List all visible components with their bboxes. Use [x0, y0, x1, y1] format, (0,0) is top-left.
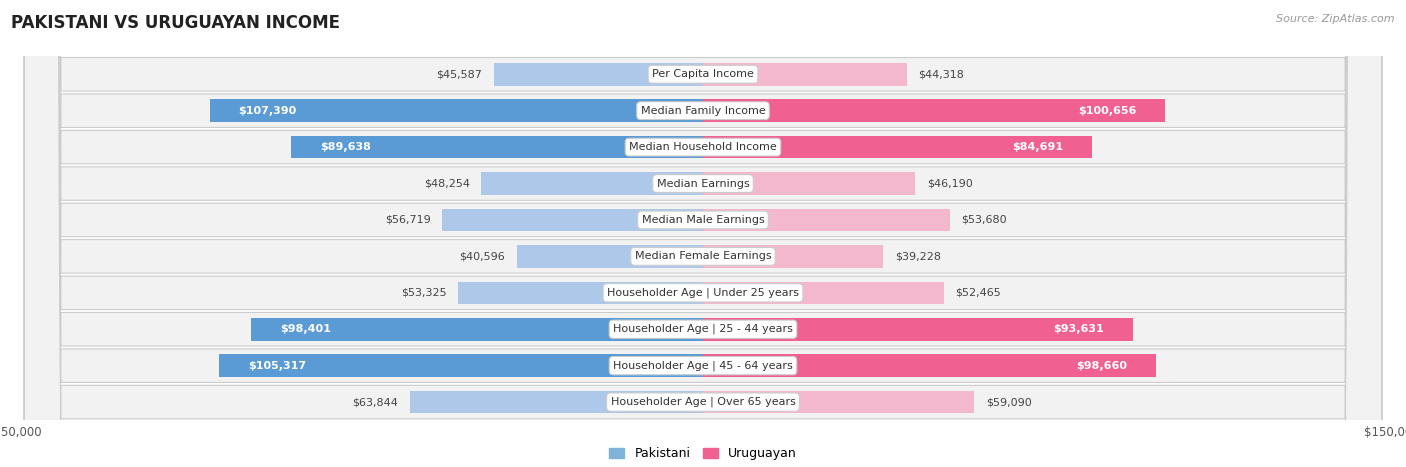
Text: Median Male Earnings: Median Male Earnings: [641, 215, 765, 225]
Bar: [516, 245, 703, 268]
Text: Median Earnings: Median Earnings: [657, 178, 749, 189]
Text: $98,401: $98,401: [280, 324, 330, 334]
Bar: [409, 391, 703, 413]
FancyBboxPatch shape: [24, 0, 1382, 467]
Text: $107,390: $107,390: [239, 106, 297, 116]
Bar: [481, 172, 703, 195]
Bar: [494, 63, 703, 85]
Text: $93,631: $93,631: [1053, 324, 1104, 334]
Text: Source: ZipAtlas.com: Source: ZipAtlas.com: [1277, 14, 1395, 24]
Bar: [219, 354, 703, 377]
Text: Householder Age | Under 25 years: Householder Age | Under 25 years: [607, 288, 799, 298]
Text: $105,317: $105,317: [247, 361, 307, 371]
Legend: Pakistani, Uruguayan: Pakistani, Uruguayan: [605, 442, 801, 465]
Text: Householder Age | Over 65 years: Householder Age | Over 65 years: [610, 397, 796, 407]
Text: Per Capita Income: Per Capita Income: [652, 69, 754, 79]
Text: Householder Age | 25 - 44 years: Householder Age | 25 - 44 years: [613, 324, 793, 334]
Text: $46,190: $46,190: [927, 178, 973, 189]
Text: $45,587: $45,587: [436, 69, 482, 79]
Text: $89,638: $89,638: [321, 142, 371, 152]
Text: $52,465: $52,465: [956, 288, 1001, 298]
Text: $39,228: $39,228: [894, 251, 941, 262]
Text: Median Female Earnings: Median Female Earnings: [634, 251, 772, 262]
FancyBboxPatch shape: [24, 0, 1382, 467]
Bar: [703, 136, 1092, 158]
Text: $100,656: $100,656: [1078, 106, 1136, 116]
Bar: [703, 172, 915, 195]
Text: Median Family Income: Median Family Income: [641, 106, 765, 116]
Bar: [209, 99, 703, 122]
Bar: [703, 354, 1156, 377]
Bar: [252, 318, 703, 340]
Text: $48,254: $48,254: [423, 178, 470, 189]
Text: $59,090: $59,090: [986, 397, 1032, 407]
Bar: [703, 245, 883, 268]
Bar: [443, 209, 703, 231]
Text: Median Household Income: Median Household Income: [628, 142, 778, 152]
Text: $40,596: $40,596: [460, 251, 505, 262]
Text: $84,691: $84,691: [1012, 142, 1063, 152]
FancyBboxPatch shape: [24, 0, 1382, 467]
Text: PAKISTANI VS URUGUAYAN INCOME: PAKISTANI VS URUGUAYAN INCOME: [11, 14, 340, 32]
Text: $53,325: $53,325: [401, 288, 447, 298]
FancyBboxPatch shape: [24, 0, 1382, 467]
FancyBboxPatch shape: [24, 0, 1382, 467]
FancyBboxPatch shape: [24, 0, 1382, 467]
FancyBboxPatch shape: [24, 0, 1382, 467]
Bar: [703, 318, 1133, 340]
Bar: [703, 209, 949, 231]
Bar: [703, 282, 943, 304]
FancyBboxPatch shape: [24, 0, 1382, 467]
Bar: [703, 391, 974, 413]
Text: $44,318: $44,318: [918, 69, 965, 79]
Text: $98,660: $98,660: [1077, 361, 1128, 371]
Text: $56,719: $56,719: [385, 215, 432, 225]
Bar: [703, 63, 907, 85]
Text: Householder Age | 45 - 64 years: Householder Age | 45 - 64 years: [613, 361, 793, 371]
Bar: [458, 282, 703, 304]
Text: $53,680: $53,680: [962, 215, 1007, 225]
Bar: [291, 136, 703, 158]
FancyBboxPatch shape: [24, 0, 1382, 467]
Bar: [703, 99, 1166, 122]
Text: $63,844: $63,844: [353, 397, 398, 407]
FancyBboxPatch shape: [24, 0, 1382, 467]
